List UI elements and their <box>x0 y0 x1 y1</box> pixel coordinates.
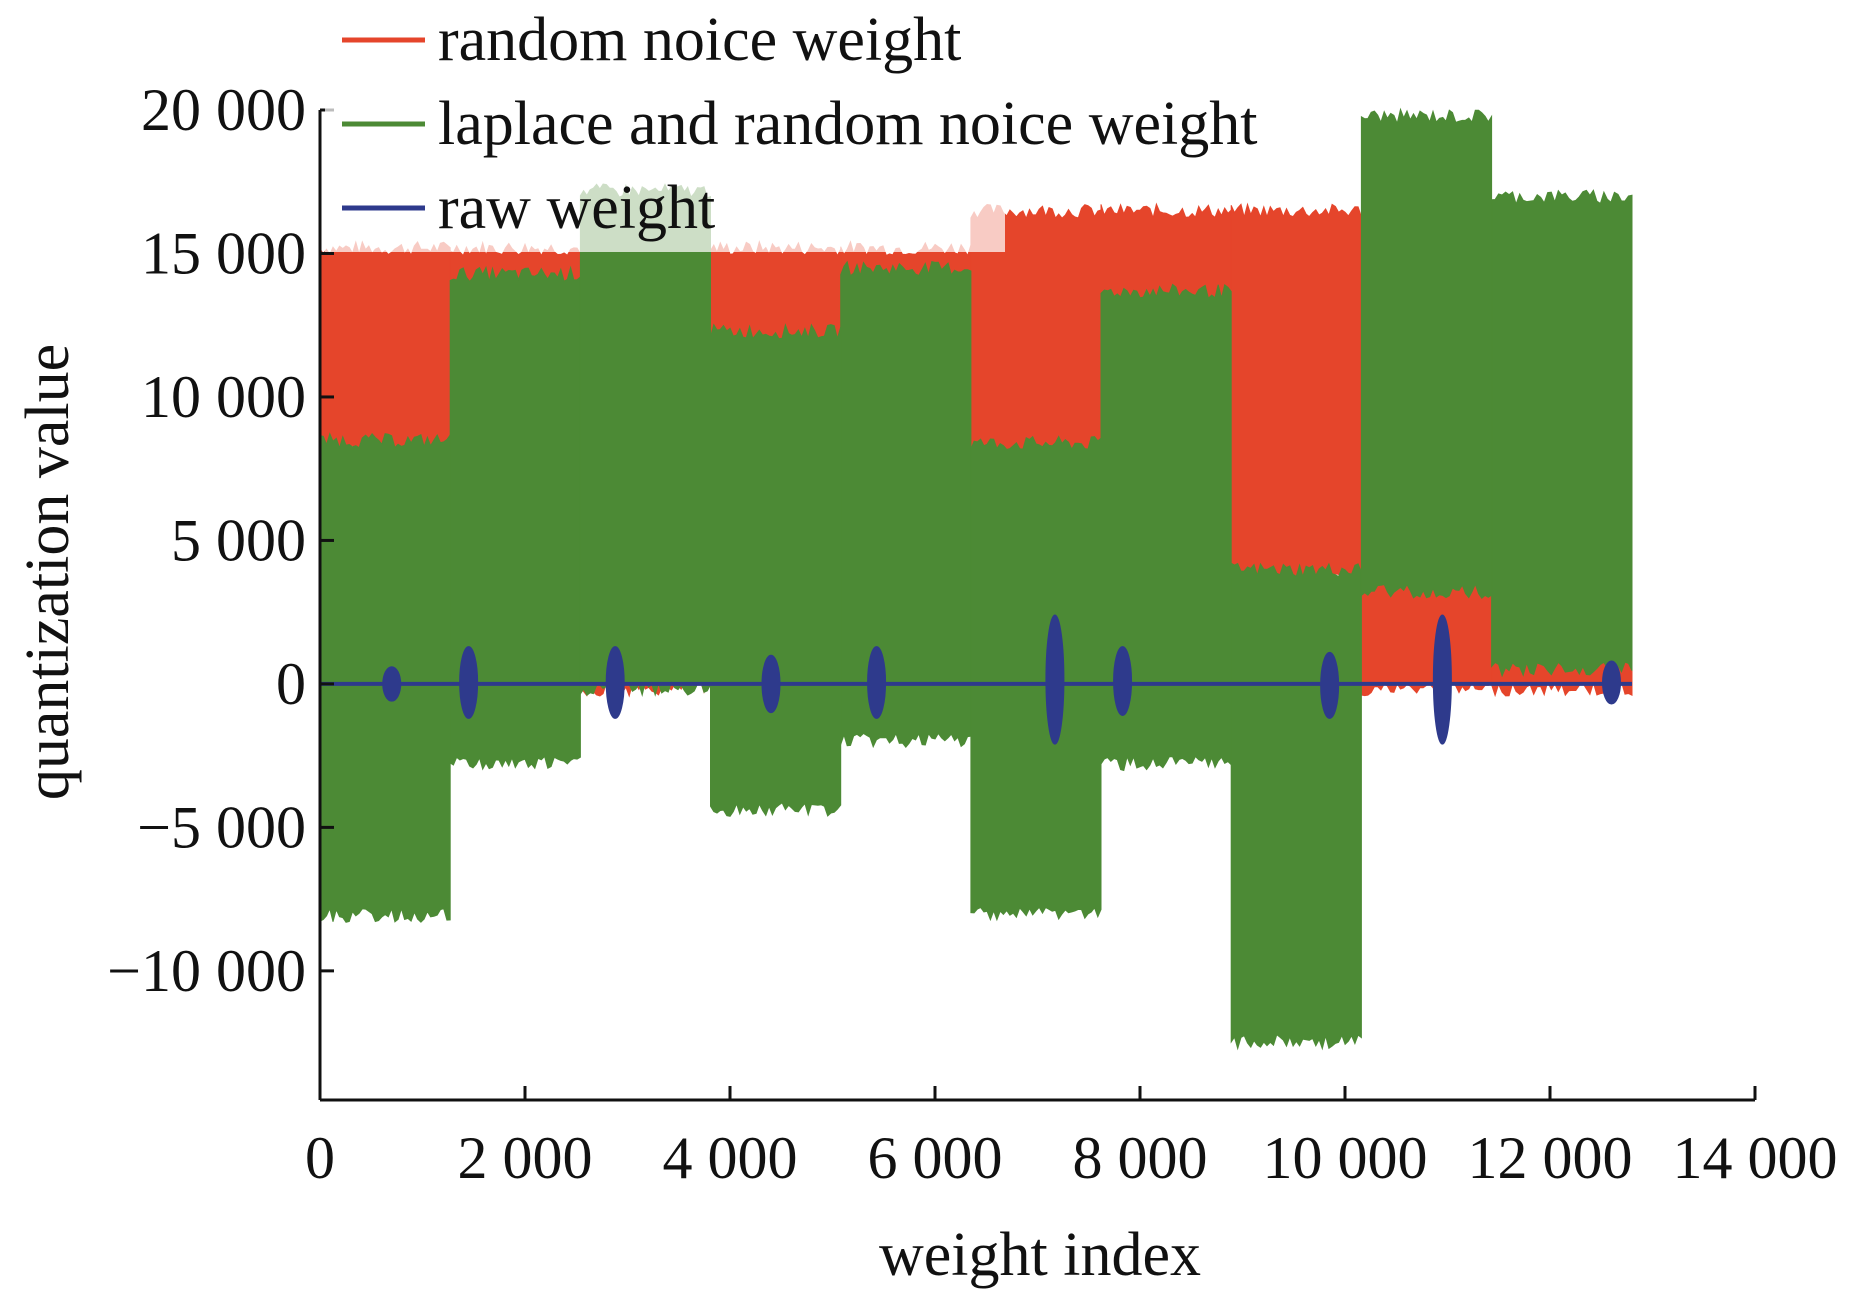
x-axis-title: weight index <box>879 1221 1201 1289</box>
red-band-segment-7 <box>1230 202 1362 589</box>
y-axis: −10 000 −5 000 0 5 000 10 000 15 000 20 000 <box>107 77 334 1100</box>
x-tick-label-2: 4 000 <box>663 1125 798 1191</box>
x-tick-label-0: 0 <box>305 1125 335 1191</box>
green-band-segment-5 <box>970 435 1102 922</box>
raw-weight-spike-7 <box>1320 651 1340 719</box>
legend: random noice weight laplace and random no… <box>325 2 1257 252</box>
raw-weight-spike-1 <box>459 646 479 719</box>
green-band-segment-8 <box>1360 107 1493 600</box>
plot-area <box>319 107 1633 1051</box>
green-band-segment-9 <box>1491 189 1633 678</box>
legend-label-2: raw weight <box>438 174 715 242</box>
green-band-segment-1 <box>449 265 581 771</box>
x-tick-label-5: 10 000 <box>1263 1125 1428 1191</box>
raw-weight-spike-8 <box>1432 614 1452 745</box>
legend-label-0: random noice weight <box>438 6 961 74</box>
legend-label-1: laplace and random noice weight <box>438 90 1257 158</box>
raw-weight-spike-4 <box>867 646 887 719</box>
y-tick-label-3: 5 000 <box>171 507 306 573</box>
y-tick-label-0: −10 000 <box>107 938 306 1004</box>
green-band-segment-3 <box>710 323 842 817</box>
y-tick-label-5: 15 000 <box>141 220 306 286</box>
y-tick-label-6: 20 000 <box>141 77 306 143</box>
green-band-segment-7 <box>1230 562 1362 1051</box>
x-tick-label-3: 6 000 <box>868 1125 1003 1191</box>
green-band-segment-2 <box>579 183 711 697</box>
raw-weight-spike-2 <box>605 646 625 719</box>
raw-weight-spike-0 <box>382 666 402 702</box>
legend-background <box>325 2 1005 252</box>
y-tick-label-1: −5 000 <box>137 794 306 860</box>
y-axis-title: quantization value <box>14 344 82 800</box>
x-tick-label-7: 14 000 <box>1673 1125 1838 1191</box>
raw-weight-spike-9 <box>1602 660 1621 705</box>
y-tick-label-2: 0 <box>276 651 306 717</box>
raw-weight-spike-5 <box>1045 614 1065 745</box>
raw-weight-spike-3 <box>761 654 781 714</box>
x-axis: 0 2 000 4 000 6 000 8 000 10 000 12 000 14 000 <box>305 1086 1838 1191</box>
raw-weight-spike-6 <box>1113 646 1133 716</box>
x-tick-label-4: 8 000 <box>1073 1125 1208 1191</box>
y-tick-label-4: 10 000 <box>141 364 306 430</box>
x-tick-label-6: 12 000 <box>1468 1125 1633 1191</box>
red-band-segment-0 <box>319 240 451 460</box>
x-tick-label-1: 2 000 <box>458 1125 593 1191</box>
green-band-segment-4 <box>840 260 972 749</box>
